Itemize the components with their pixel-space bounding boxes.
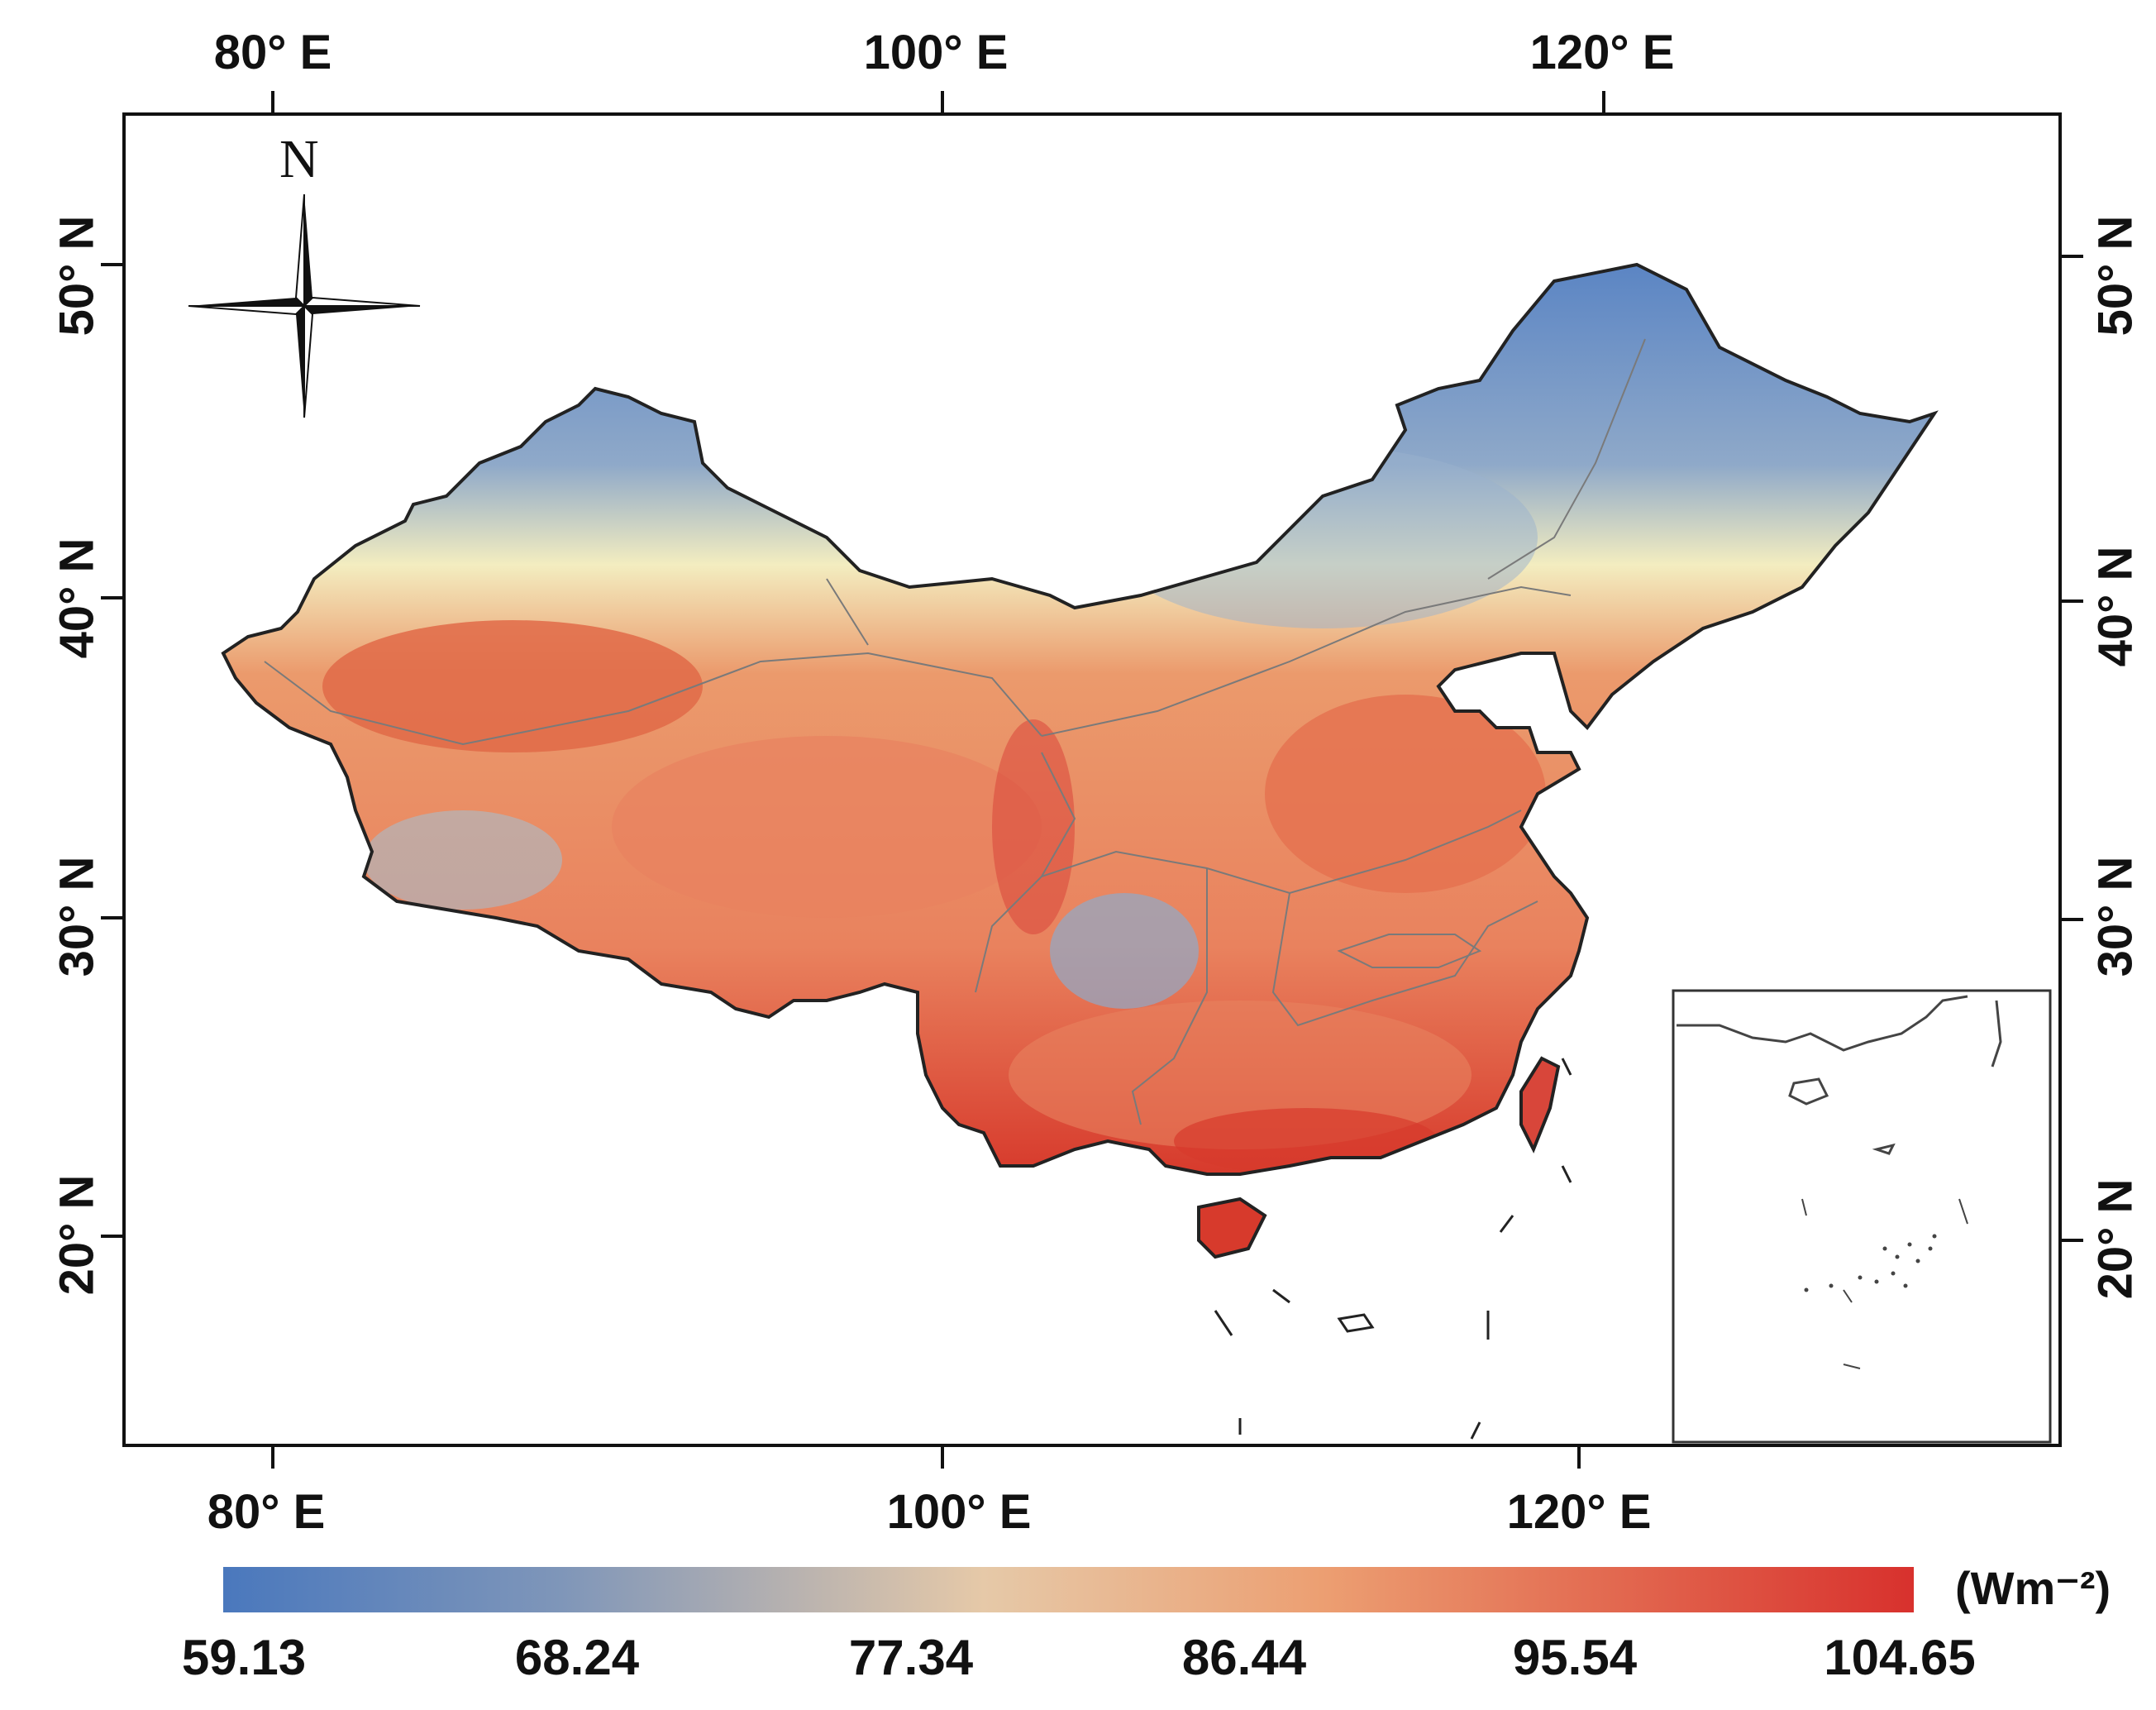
south-china-sea-inset xyxy=(1672,989,2052,1444)
lat-label-left-50: 50° N xyxy=(50,215,104,337)
colorbar-tick-3: 86.44 xyxy=(1181,1630,1307,1685)
taiwan-island xyxy=(1519,1056,1561,1154)
lat-label-left-20: 20° N xyxy=(50,1174,104,1296)
north-arrow-icon xyxy=(188,193,421,418)
south-sea-marks xyxy=(1214,1058,1572,1440)
lat-label-right-50: 50° N xyxy=(2088,215,2143,337)
hainan-island xyxy=(1197,1197,1267,1259)
lat-label-left-40: 40° N xyxy=(50,537,104,659)
colorbar-tick-5: 104.65 xyxy=(1824,1630,1976,1685)
region-boundaries xyxy=(264,338,1646,1125)
colorbar-tick-2: 77.34 xyxy=(848,1630,974,1685)
colorbar-tick-1: 68.24 xyxy=(514,1630,640,1685)
spratly-dots xyxy=(1804,1234,1937,1292)
lon-label-bottom-120: 120° E xyxy=(1506,1485,1652,1539)
lon-label-top-100: 100° E xyxy=(863,26,1009,79)
lat-label-left-30: 30° N xyxy=(50,856,104,977)
colorbar-unit-label: (Wm⁻²) xyxy=(1955,1562,2111,1614)
lon-label-top-120: 120° E xyxy=(1529,26,1675,79)
lon-label-top-80: 80° E xyxy=(213,26,332,79)
lat-label-right-30: 30° N xyxy=(2088,856,2143,977)
lat-label-right-20: 20° N xyxy=(2088,1178,2143,1300)
colorbar-tick-4: 95.54 xyxy=(1512,1630,1638,1685)
lon-label-bottom-100: 100° E xyxy=(886,1485,1032,1539)
colorbar xyxy=(223,1567,1914,1612)
lat-label-right-40: 40° N xyxy=(2088,546,2143,667)
colorbar-tick-0: 59.13 xyxy=(181,1630,307,1685)
axis-ticks xyxy=(101,91,2083,1469)
compass-north-label: N xyxy=(279,129,319,189)
lon-label-bottom-80: 80° E xyxy=(207,1485,326,1539)
